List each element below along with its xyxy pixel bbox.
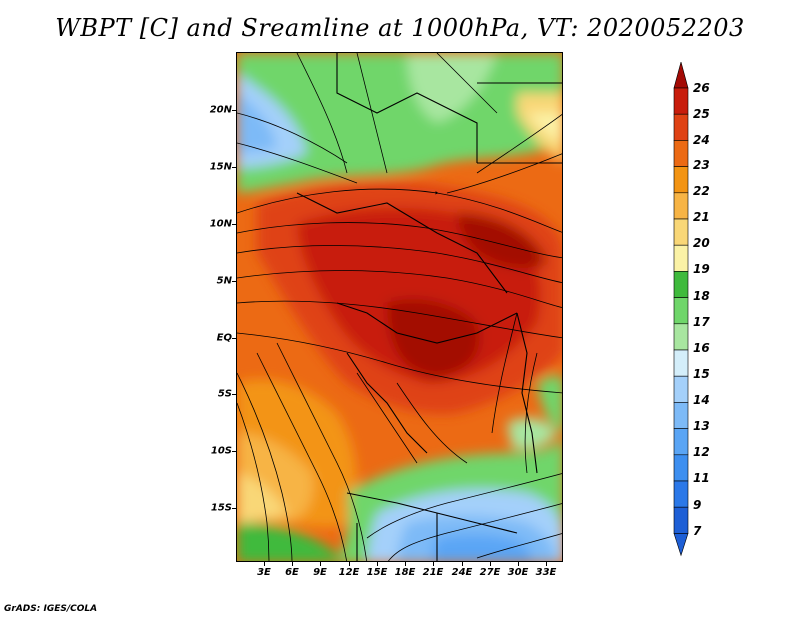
lat-label-10s: 10S — [210, 445, 232, 457]
colorbar-box — [673, 140, 689, 167]
colorbar-box — [673, 244, 689, 272]
lat-tick — [232, 110, 236, 111]
lon-tick — [490, 562, 491, 566]
colorbar-label-7: 7 — [693, 524, 702, 538]
lon-tick — [349, 562, 350, 566]
colorbar-box — [673, 192, 689, 220]
lat-tick — [232, 451, 236, 452]
colorbar-bottom-arrow — [673, 533, 689, 557]
map-plot-area — [236, 52, 563, 562]
lon-label-33e: 33E — [535, 567, 557, 578]
lon-tick — [377, 562, 378, 566]
colorbar-label-24: 24 — [693, 133, 710, 147]
colorbar-label-22: 22 — [693, 184, 710, 198]
map-title: WBPT [C] and Sreamline at 1000hPa, VT: 2… — [55, 14, 745, 42]
colorbar-box — [673, 271, 689, 298]
colorbar-label-18: 18 — [693, 289, 710, 303]
lon-tick — [433, 562, 434, 566]
colorbar-label-23: 23 — [693, 158, 710, 172]
lon-tick — [546, 562, 547, 566]
colorbar-label-9: 9 — [693, 498, 702, 512]
colorbar-box — [673, 87, 689, 115]
lon-label-12e: 12E — [338, 567, 360, 578]
colorbar-label-13: 13 — [693, 419, 710, 433]
colorbar-box — [673, 218, 689, 246]
lon-label-24e: 24E — [451, 567, 473, 578]
wbpt-field — [237, 53, 562, 561]
lon-label-18e: 18E — [394, 567, 416, 578]
country-borders — [296, 53, 562, 561]
lat-label-20n: 20N — [209, 104, 232, 116]
colorbar-label-21: 21 — [693, 210, 710, 224]
lat-tick — [232, 394, 236, 395]
colorbar-box — [673, 402, 689, 429]
lon-tick — [405, 562, 406, 566]
colorbar-label-11: 11 — [693, 471, 710, 485]
colorbar-label-20: 20 — [693, 236, 710, 250]
colorbar-label-25: 25 — [693, 107, 710, 121]
colorbar-label-12: 12 — [693, 445, 710, 459]
lat-label-10n: 10N — [209, 218, 232, 230]
lat-label-15s: 15S — [210, 502, 232, 514]
colorbar-box — [673, 375, 689, 403]
lat-tick — [232, 167, 236, 168]
lon-label-30e: 30E — [507, 567, 529, 578]
lon-label-9e: 9E — [313, 567, 327, 578]
lat-label-eq: EQ — [216, 332, 232, 344]
colorbar-label-17: 17 — [693, 315, 710, 329]
streamlines — [237, 53, 562, 561]
lon-label-3e: 3E — [257, 567, 271, 578]
lon-tick — [292, 562, 293, 566]
colorbar-box — [673, 113, 689, 141]
colorbar-label-26: 26 — [693, 81, 710, 95]
lat-tick — [232, 224, 236, 225]
colorbar-label-16: 16 — [693, 341, 710, 355]
lat-label-15n: 15N — [209, 161, 232, 173]
lon-label-21e: 21E — [422, 567, 444, 578]
lat-tick — [232, 338, 236, 339]
lat-label-5s: 5S — [217, 388, 232, 400]
grads-credit: GrADS: IGES/COLA — [4, 604, 98, 614]
colorbar-label-19: 19 — [693, 262, 710, 276]
lat-tick — [232, 281, 236, 282]
lon-tick — [462, 562, 463, 566]
colorbar-label-14: 14 — [693, 393, 710, 407]
lon-label-27e: 27E — [479, 567, 501, 578]
lon-label-15e: 15E — [366, 567, 388, 578]
lat-label-5n: 5N — [216, 275, 232, 287]
colorbar-box — [673, 166, 689, 194]
lon-tick — [264, 562, 265, 566]
lat-tick — [232, 508, 236, 509]
colorbar-box — [673, 323, 689, 351]
colorbar-label-15: 15 — [693, 367, 710, 381]
colorbar-box — [673, 428, 689, 456]
colorbar — [673, 62, 689, 557]
colorbar-box — [673, 480, 689, 508]
colorbar-box — [673, 297, 689, 325]
colorbar-box — [673, 349, 689, 377]
colorbar-top-arrow — [673, 62, 689, 89]
lon-tick — [320, 562, 321, 566]
lon-label-6e: 6E — [285, 567, 299, 578]
colorbar-box — [673, 454, 689, 482]
colorbar-box — [673, 506, 689, 534]
lon-tick — [518, 562, 519, 566]
